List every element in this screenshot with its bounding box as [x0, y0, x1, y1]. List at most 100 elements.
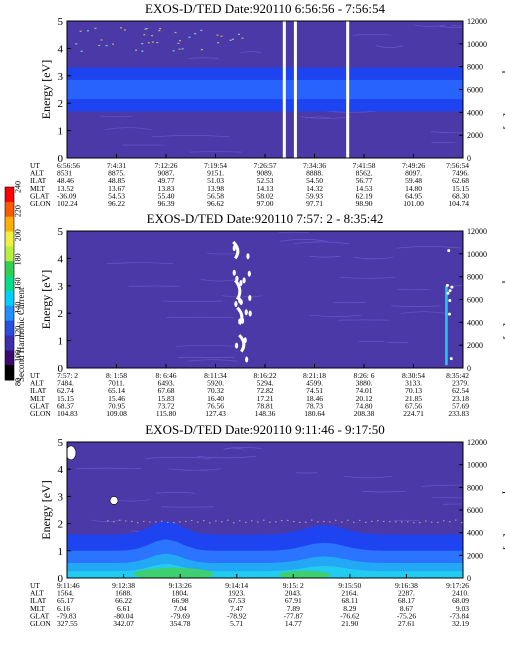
bright-spot: [242, 277, 245, 283]
speckle: [201, 49, 203, 50]
speckle: [155, 521, 157, 522]
speckle: [179, 40, 181, 41]
speckle: [137, 522, 139, 523]
speckle: [135, 50, 137, 51]
bright-spot: [233, 270, 236, 276]
speckle: [124, 29, 126, 30]
speckle: [383, 521, 385, 522]
bright-spot: [246, 253, 249, 259]
table-cell: 14.77: [285, 619, 302, 628]
colorbar-tick-label: 240: [14, 181, 23, 193]
table-cell: 32.19: [452, 619, 469, 628]
y2-tick-label: 10000: [467, 461, 487, 470]
speckle: [335, 520, 337, 521]
speckle: [125, 520, 127, 521]
table-cell: 208.38: [354, 409, 375, 418]
speckle: [177, 43, 179, 44]
speckle: [156, 42, 158, 43]
table-cell: 27.61: [398, 619, 415, 628]
speckle: [341, 522, 343, 523]
y2-tick-label: 12000: [467, 17, 487, 26]
y-tick-label: 5: [58, 226, 64, 238]
speckle: [197, 522, 199, 523]
speckle: [413, 522, 415, 523]
data-gap: [294, 21, 297, 158]
bright-spot: [110, 496, 118, 504]
speckle: [215, 520, 217, 521]
speckle: [245, 522, 247, 523]
speckle: [148, 42, 150, 43]
speckle: [188, 37, 190, 38]
y2-tick-label: 6000: [467, 506, 483, 515]
table-cell: 96.62: [207, 199, 224, 208]
y-axis-label: Energy [eV]: [39, 270, 53, 329]
colorbar-tick-label: 180: [14, 253, 23, 265]
y2-tick-label: 10000: [467, 250, 487, 259]
speckle: [167, 522, 169, 523]
speckle: [238, 34, 240, 35]
speckle: [449, 521, 451, 522]
speckle: [141, 51, 143, 52]
speckle: [371, 521, 373, 522]
chart-panel-2: EXOS-D/TED Date:920110 7:57: 2 - 8:35:42…: [30, 211, 505, 418]
speckle: [200, 30, 202, 31]
table-cell: 327.55: [57, 619, 78, 628]
table-cell: 180.64: [304, 409, 325, 418]
cyan-streak: [445, 286, 448, 365]
bright-spot: [245, 309, 248, 315]
bright-spot: [248, 271, 251, 277]
bright-spot: [449, 289, 452, 292]
speckle: [151, 35, 153, 36]
speckle: [419, 522, 421, 523]
table-cell: 148.36: [255, 409, 276, 418]
table-cell: 101.00: [403, 199, 424, 208]
speckle: [239, 520, 241, 521]
speckle: [179, 521, 181, 522]
y-tick-label: 5: [58, 16, 64, 28]
speckle: [152, 41, 154, 42]
y-tick-label: 5: [58, 437, 64, 449]
speckle: [106, 45, 108, 46]
chart-title: EXOS-D/TED Date:920110 7:57: 2 - 8:35:42: [147, 211, 384, 226]
speckle: [395, 521, 397, 522]
y-tick-label: 2: [58, 98, 64, 110]
speckle: [407, 521, 409, 522]
table-row-label: GLON: [30, 619, 51, 628]
table-cell: 104.83: [57, 409, 78, 418]
speckle: [173, 50, 175, 51]
speckle: [233, 522, 235, 523]
speckle: [146, 28, 148, 29]
bright-spot: [234, 301, 237, 307]
y2-tick-label: 6000: [467, 86, 483, 95]
speckle: [161, 521, 163, 522]
bright-spot: [245, 357, 248, 363]
speckle: [221, 521, 223, 522]
speckle: [81, 51, 83, 52]
y-tick-label: 1: [58, 546, 64, 558]
speckle: [305, 522, 307, 523]
y-axis-label: Energy [eV]: [39, 480, 53, 539]
bright-spot: [447, 249, 450, 252]
speckle: [203, 520, 205, 521]
table-cell: 224.71: [403, 409, 424, 418]
speckle: [221, 36, 223, 37]
speckle: [401, 521, 403, 522]
speckle: [217, 42, 219, 43]
y2-tick-label: 6000: [467, 296, 483, 305]
bright-spot: [239, 280, 242, 286]
speckle: [287, 520, 289, 521]
speckle: [182, 48, 184, 49]
speckle: [232, 39, 234, 40]
table-cell: 104.74: [448, 199, 469, 208]
y-tick-label: 2: [58, 308, 64, 320]
bright-spot: [241, 318, 244, 324]
y2-tick-label: 12000: [467, 227, 487, 236]
y2-tick-label: 4000: [467, 529, 483, 538]
y-tick-label: 4: [58, 464, 64, 476]
speckle: [425, 520, 427, 521]
bright-spot: [235, 276, 238, 282]
bright-spot: [450, 357, 453, 360]
y2-tick-label: 2000: [467, 551, 483, 560]
table-row-label: GLON: [30, 409, 51, 418]
